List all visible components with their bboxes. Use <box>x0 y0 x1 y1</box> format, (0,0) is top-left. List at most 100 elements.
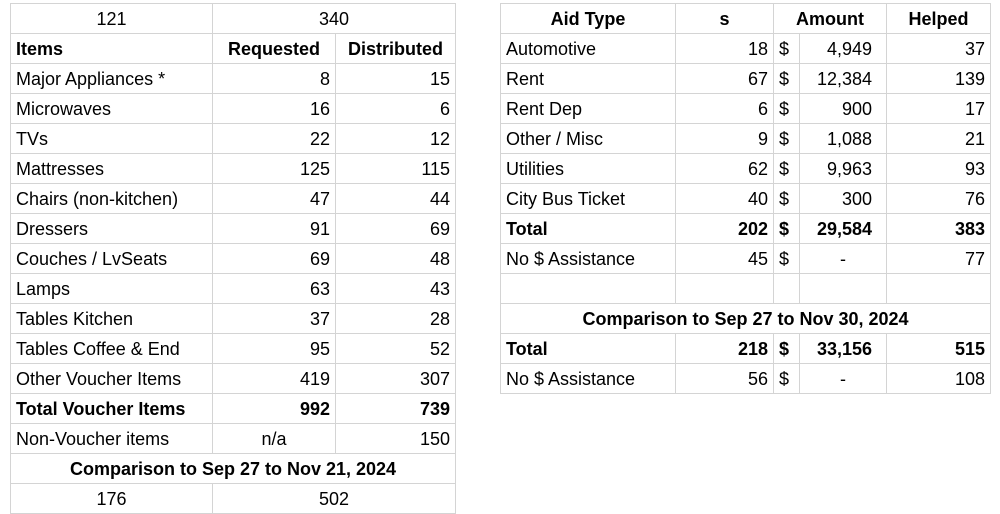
cell-item[interactable]: Major Appliances * <box>10 63 213 94</box>
cell-comparison-no-assist-label[interactable]: No $ Assistance <box>500 363 676 394</box>
cell-currency[interactable]: $ <box>773 153 800 184</box>
cell-item[interactable]: TVs <box>10 123 213 154</box>
cell-total-helped[interactable]: 383 <box>886 213 992 244</box>
cell-helped[interactable]: 17 <box>886 93 992 124</box>
cell-requested[interactable]: 22 <box>212 123 336 154</box>
cell-comparison-total-s[interactable]: 218 <box>675 333 774 364</box>
cell-aid-type[interactable]: Automotive <box>500 33 676 64</box>
cell-requested[interactable]: 47 <box>212 183 336 214</box>
cell-distributed-summary[interactable]: 340 <box>211 3 457 34</box>
header-aid-type[interactable]: Aid Type <box>500 3 676 34</box>
cell-amount[interactable]: 9,963 <box>798 153 888 184</box>
cell-no-assist-s[interactable]: 45 <box>675 243 774 274</box>
cell-comparison-no-assist-amount[interactable]: - <box>798 363 888 394</box>
cell-item[interactable]: Microwaves <box>10 93 213 124</box>
cell-amount[interactable]: 900 <box>798 93 888 124</box>
cell-no-assist-label[interactable]: No $ Assistance <box>500 243 676 274</box>
cell-no-assist-currency[interactable]: $ <box>773 243 800 274</box>
cell-item[interactable]: Chairs (non-kitchen) <box>10 183 213 214</box>
cell-s[interactable]: 67 <box>675 63 774 94</box>
cell-amount[interactable]: 4,949 <box>798 33 888 64</box>
header-items[interactable]: Items <box>10 33 213 64</box>
cell-item[interactable]: Couches / LvSeats <box>10 243 213 274</box>
cell-s[interactable]: 6 <box>675 93 774 124</box>
cell-helped[interactable]: 76 <box>886 183 992 214</box>
cell-total-requested[interactable]: 992 <box>212 393 336 424</box>
cell-distributed[interactable]: 48 <box>334 243 457 274</box>
header-amount[interactable]: Amount <box>772 3 888 34</box>
cell-currency[interactable]: $ <box>773 183 800 214</box>
cell-no-assist-helped[interactable]: 77 <box>886 243 992 274</box>
header-distributed[interactable]: Distributed <box>334 33 457 64</box>
cell-item[interactable]: Mattresses <box>10 153 213 184</box>
cell-comparison-total-amount[interactable]: 33,156 <box>798 333 888 364</box>
cell-aid-type[interactable]: City Bus Ticket <box>500 183 676 214</box>
empty-cell[interactable] <box>675 273 774 304</box>
cell-helped[interactable]: 21 <box>886 123 992 154</box>
header-s[interactable]: s <box>675 3 774 34</box>
empty-cell[interactable] <box>798 273 888 304</box>
cell-requested[interactable]: 125 <box>212 153 336 184</box>
cell-distributed[interactable]: 307 <box>334 363 457 394</box>
cell-distributed[interactable]: 44 <box>334 183 457 214</box>
cell-aid-type[interactable]: Utilities <box>500 153 676 184</box>
cell-amount[interactable]: 12,384 <box>798 63 888 94</box>
cell-requested[interactable]: 69 <box>212 243 336 274</box>
cell-s[interactable]: 18 <box>675 33 774 64</box>
cell-requested[interactable]: 419 <box>212 363 336 394</box>
cell-requested[interactable]: 37 <box>212 303 336 334</box>
cell-currency[interactable]: $ <box>773 63 800 94</box>
cell-comparison-no-assist-currency[interactable]: $ <box>773 363 800 394</box>
cell-currency[interactable]: $ <box>773 123 800 154</box>
cell-distributed[interactable]: 52 <box>334 333 457 364</box>
cell-helped[interactable]: 139 <box>886 63 992 94</box>
cell-non-voucher-label[interactable]: Non-Voucher items <box>10 423 213 454</box>
cell-total-distributed[interactable]: 739 <box>334 393 457 424</box>
cell-total-label[interactable]: Total Voucher Items <box>10 393 213 424</box>
cell-item[interactable]: Other Voucher Items <box>10 363 213 394</box>
cell-requested[interactable]: 95 <box>212 333 336 364</box>
cell-currency[interactable]: $ <box>773 33 800 64</box>
cell-item[interactable]: Tables Coffee & End <box>10 333 213 364</box>
cell-amount[interactable]: 1,088 <box>798 123 888 154</box>
cell-currency[interactable]: $ <box>773 93 800 124</box>
cell-distributed[interactable]: 15 <box>334 63 457 94</box>
cell-comparison-title[interactable]: Comparison to Sep 27 to Nov 21, 2024 <box>9 453 457 484</box>
cell-total-label[interactable]: Total <box>500 213 676 244</box>
cell-requested[interactable]: 8 <box>212 63 336 94</box>
cell-aid-type[interactable]: Other / Misc <box>500 123 676 154</box>
cell-no-assist-amount[interactable]: - <box>798 243 888 274</box>
cell-amount[interactable]: 300 <box>798 183 888 214</box>
header-helped[interactable]: Helped <box>886 3 992 34</box>
cell-requested[interactable]: 16 <box>212 93 336 124</box>
cell-requested[interactable]: 91 <box>212 213 336 244</box>
cell-aid-type[interactable]: Rent <box>500 63 676 94</box>
cell-non-voucher-requested[interactable]: n/a <box>212 423 336 454</box>
cell-item[interactable]: Tables Kitchen <box>10 303 213 334</box>
cell-distributed[interactable]: 43 <box>334 273 457 304</box>
cell-comparison-total-helped[interactable]: 515 <box>886 333 992 364</box>
cell-distributed[interactable]: 69 <box>334 213 457 244</box>
cell-helped[interactable]: 93 <box>886 153 992 184</box>
cell-comparison-requested[interactable]: 176 <box>10 483 213 514</box>
empty-cell[interactable] <box>500 273 676 304</box>
cell-comparison-no-assist-s[interactable]: 56 <box>675 363 774 394</box>
cell-total-s[interactable]: 202 <box>675 213 774 244</box>
cell-item[interactable]: Lamps <box>10 273 213 304</box>
cell-comparison-total-label[interactable]: Total <box>500 333 676 364</box>
cell-non-voucher-distributed[interactable]: 150 <box>334 423 457 454</box>
cell-distributed[interactable]: 6 <box>334 93 457 124</box>
empty-cell[interactable] <box>773 273 800 304</box>
cell-s[interactable]: 62 <box>675 153 774 184</box>
cell-s[interactable]: 40 <box>675 183 774 214</box>
cell-comparison-distributed[interactable]: 502 <box>211 483 457 514</box>
cell-requested[interactable]: 63 <box>212 273 336 304</box>
cell-comparison-title[interactable]: Comparison to Sep 27 to Nov 30, 2024 <box>499 303 992 334</box>
cell-distributed[interactable]: 28 <box>334 303 457 334</box>
cell-distributed[interactable]: 12 <box>334 123 457 154</box>
cell-requested-summary[interactable]: 121 <box>10 3 213 34</box>
empty-cell[interactable] <box>886 273 992 304</box>
cell-item[interactable]: Dressers <box>10 213 213 244</box>
cell-s[interactable]: 9 <box>675 123 774 154</box>
cell-total-currency[interactable]: $ <box>773 213 800 244</box>
